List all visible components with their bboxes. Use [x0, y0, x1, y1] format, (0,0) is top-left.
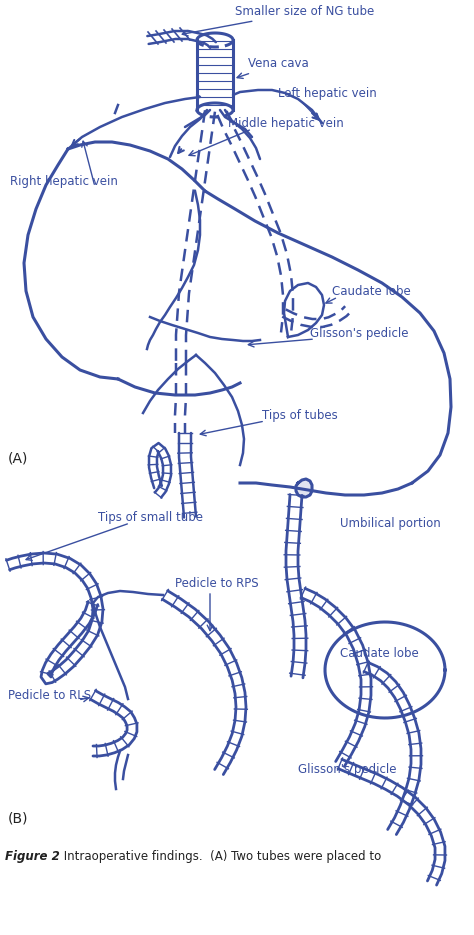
Text: Caudate lobe: Caudate lobe — [340, 647, 419, 660]
Text: Tips of small tube: Tips of small tube — [98, 511, 203, 524]
Polygon shape — [296, 479, 312, 497]
Text: Umbilical portion: Umbilical portion — [340, 517, 441, 530]
Text: Left hepatic vein: Left hepatic vein — [278, 87, 377, 100]
Text: Intraoperative findings.  (A) Two tubes were placed to: Intraoperative findings. (A) Two tubes w… — [60, 850, 381, 863]
Text: Tips of tubes: Tips of tubes — [262, 409, 338, 422]
Text: Smaller size of NG tube: Smaller size of NG tube — [182, 5, 374, 36]
Text: Pedicle to RLS: Pedicle to RLS — [8, 689, 91, 702]
Text: Figure 2: Figure 2 — [5, 850, 60, 863]
Text: Right hepatic vein: Right hepatic vein — [10, 175, 118, 188]
Text: Pedicle to RPS: Pedicle to RPS — [175, 577, 259, 590]
Text: (B): (B) — [8, 812, 28, 826]
Text: Vena cava: Vena cava — [237, 57, 309, 79]
Text: Middle hepatic vein: Middle hepatic vein — [228, 117, 344, 130]
Text: Caudate lobe: Caudate lobe — [332, 285, 411, 298]
Text: Glisson's pedicle: Glisson's pedicle — [298, 763, 396, 776]
Text: Glisson's pedicle: Glisson's pedicle — [310, 327, 409, 340]
Text: (A): (A) — [8, 452, 28, 466]
